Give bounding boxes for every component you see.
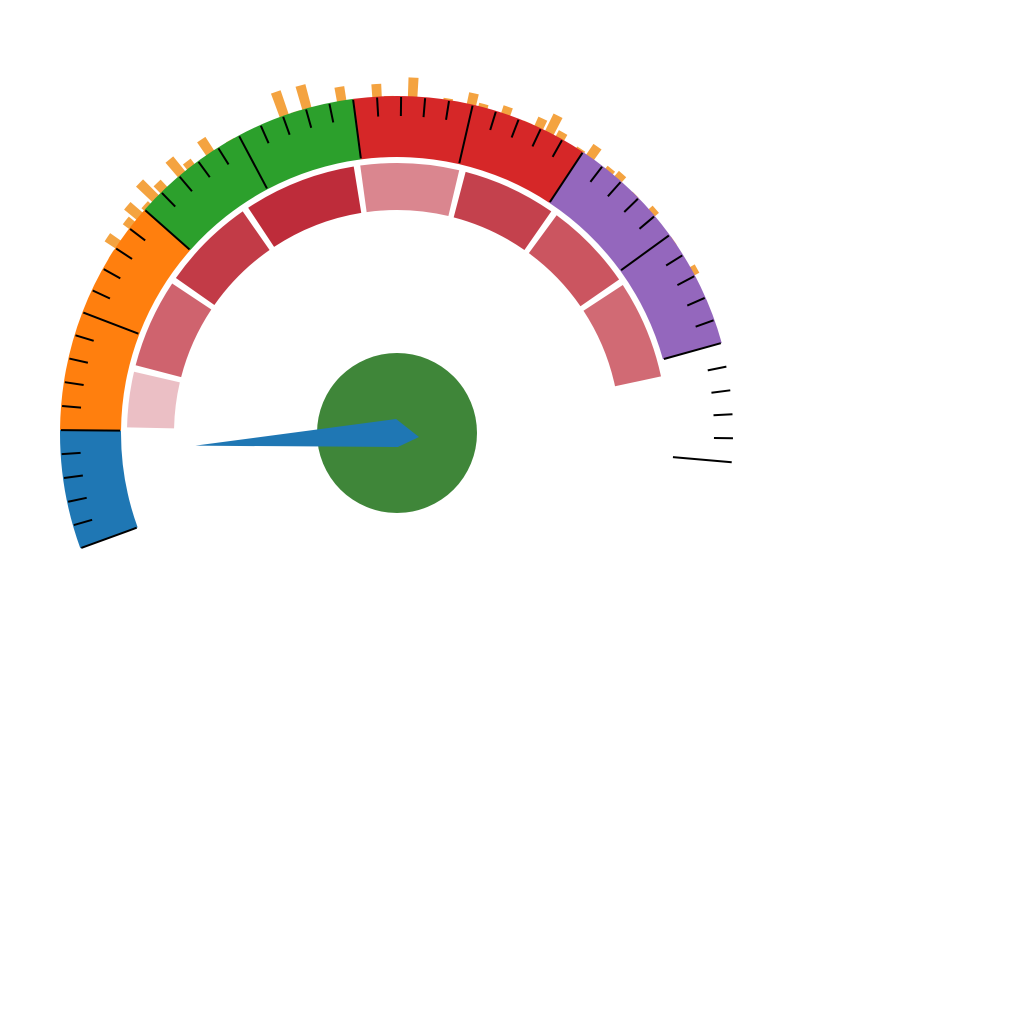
inner-segment-4 bbox=[248, 166, 362, 247]
major-tick bbox=[61, 429, 121, 432]
major-tick bbox=[80, 526, 138, 549]
minor-tick bbox=[161, 192, 176, 208]
inner-segment-8 bbox=[583, 284, 662, 387]
minor-tick bbox=[638, 215, 655, 230]
inner-segment-layer bbox=[127, 163, 662, 429]
minor-tick bbox=[589, 166, 603, 183]
major-tick bbox=[672, 456, 732, 464]
gauge-needle bbox=[195, 419, 419, 447]
minor-tick bbox=[75, 334, 94, 342]
minor-tick bbox=[713, 413, 733, 417]
minor-tick bbox=[376, 97, 380, 117]
minor-tick bbox=[73, 518, 93, 527]
minor-tick bbox=[445, 100, 450, 120]
needle-layer bbox=[195, 353, 477, 513]
minor-tick bbox=[711, 389, 731, 394]
minor-tick bbox=[510, 119, 520, 138]
minor-tick bbox=[129, 228, 146, 242]
minor-tick bbox=[61, 451, 81, 456]
minor-tick bbox=[695, 319, 714, 328]
minor-tick bbox=[217, 147, 230, 165]
inner-segment-7 bbox=[528, 215, 620, 307]
major-tick bbox=[238, 135, 268, 189]
minor-tick bbox=[67, 496, 87, 503]
major-tick bbox=[620, 234, 670, 271]
major-tick bbox=[549, 152, 584, 203]
minor-tick bbox=[489, 111, 497, 131]
minor-tick bbox=[422, 98, 427, 118]
minor-tick bbox=[103, 268, 121, 280]
minor-tick bbox=[623, 198, 639, 213]
minor-tick bbox=[69, 357, 89, 364]
minor-tick bbox=[197, 161, 211, 178]
minor-tick bbox=[282, 116, 291, 136]
minor-tick bbox=[676, 275, 695, 287]
inner-segment-2 bbox=[135, 283, 212, 378]
minor-tick bbox=[686, 297, 706, 307]
minor-tick bbox=[551, 139, 563, 158]
major-tick bbox=[458, 105, 474, 164]
gauge-band-5 bbox=[549, 151, 722, 360]
minor-tick bbox=[63, 474, 83, 480]
minor-tick bbox=[92, 289, 111, 300]
band-layer bbox=[60, 96, 722, 549]
gauge-band-4 bbox=[353, 96, 584, 203]
minor-tick bbox=[64, 381, 84, 387]
inner-segment-5 bbox=[360, 163, 460, 217]
major-tick bbox=[144, 209, 191, 251]
minor-tick bbox=[62, 405, 82, 409]
minor-tick bbox=[115, 247, 133, 260]
minor-tick bbox=[305, 109, 313, 129]
minor-tick bbox=[665, 254, 683, 267]
major-tick bbox=[82, 311, 139, 335]
minor-tick bbox=[707, 365, 727, 372]
minor-tick bbox=[259, 125, 270, 144]
tick-layer bbox=[61, 97, 733, 549]
gauge-band-3 bbox=[144, 98, 361, 251]
minor-tick bbox=[531, 128, 542, 147]
inner-segment-3 bbox=[175, 211, 270, 306]
minor-tick bbox=[607, 181, 622, 197]
major-tick bbox=[352, 99, 362, 159]
minor-tick bbox=[328, 103, 335, 123]
inner-segment-6 bbox=[453, 171, 552, 250]
gauge-band-1 bbox=[60, 430, 138, 549]
major-tick bbox=[663, 342, 722, 360]
inner-segment-1 bbox=[127, 371, 180, 429]
gauge-band-2 bbox=[60, 209, 191, 431]
minor-tick bbox=[178, 176, 193, 192]
